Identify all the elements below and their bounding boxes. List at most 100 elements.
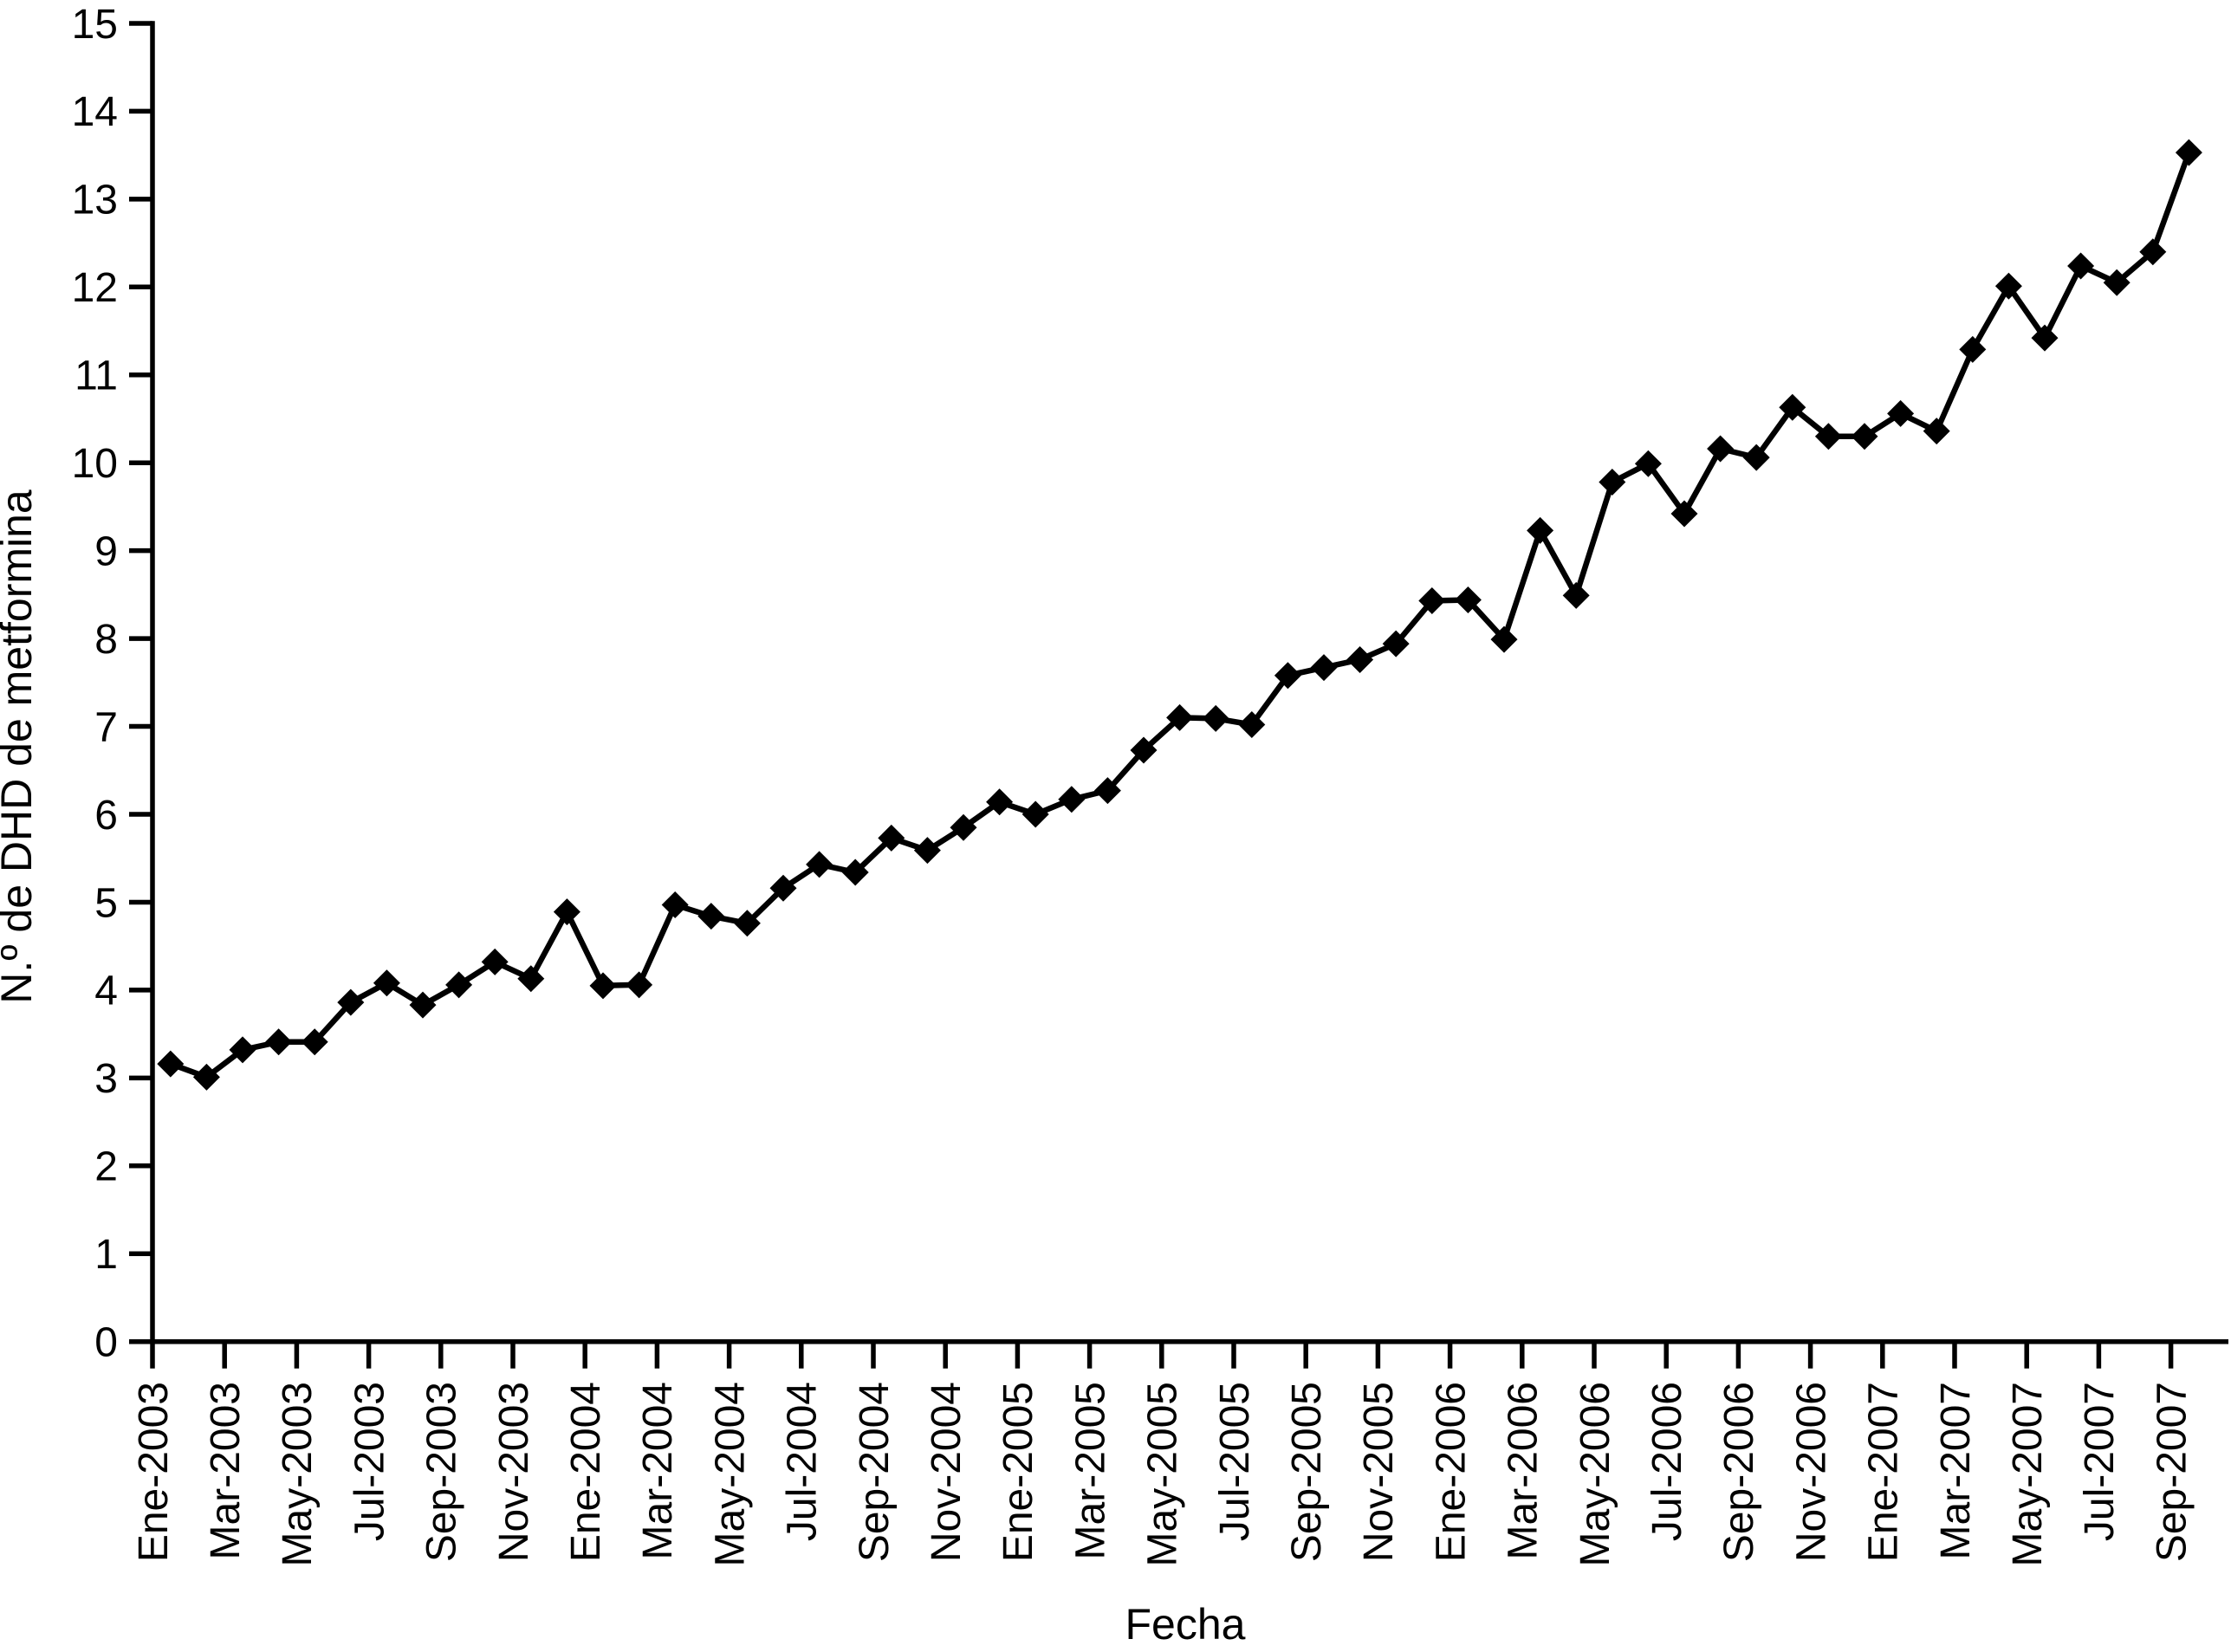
data-point-marker (1130, 736, 1158, 764)
y-tick-label: 12 (72, 265, 118, 311)
y-tick-label: 4 (94, 969, 118, 1014)
x-tick-label: Sep-2005 (1284, 1382, 1330, 1562)
data-point-marker (1670, 500, 1698, 528)
x-tick-label: Mar-2006 (1501, 1382, 1547, 1559)
data-point-marker (1562, 581, 1590, 609)
x-tick-label: Nov-2004 (924, 1382, 970, 1562)
data-point-marker (1021, 800, 1049, 828)
data-point-marker (1779, 393, 1806, 421)
x-tick-label: Jul-2007 (2077, 1382, 2123, 1541)
x-tick-label: Jul-2005 (1212, 1382, 1258, 1541)
data-point-marker (265, 1028, 293, 1056)
data-point-marker (1851, 423, 1878, 450)
data-point-marker (1166, 703, 1194, 731)
data-point-marker (1418, 586, 1446, 614)
data-point-marker (301, 1028, 328, 1056)
x-tick-label: Sep-2003 (419, 1382, 465, 1562)
data-point-marker (661, 891, 689, 918)
y-axis-title: N.º de DHD de metformina (0, 489, 41, 1004)
x-tick-label: Nov-2005 (1356, 1382, 1402, 1562)
data-point-marker (229, 1036, 256, 1064)
y-tick-label: 2 (94, 1144, 118, 1190)
data-point-marker (192, 1063, 220, 1091)
data-point-marker (697, 903, 725, 930)
x-tick-label: Sep-2006 (1716, 1382, 1762, 1562)
y-tick-label: 1 (94, 1232, 118, 1278)
data-point-marker (950, 813, 977, 841)
y-tick-label: 8 (94, 617, 118, 663)
x-tick-label: Nov-2006 (1788, 1382, 1834, 1562)
data-point-marker (2175, 139, 2202, 166)
y-tick-label: 14 (72, 89, 118, 135)
data-point-marker (1058, 786, 1086, 813)
data-point-marker (1923, 418, 1950, 445)
data-point-marker (1994, 272, 2022, 300)
x-tick-label: Sep-2004 (852, 1382, 898, 1562)
data-point-marker (2103, 269, 2130, 296)
data-point-marker (553, 898, 580, 926)
y-tick-label: 13 (72, 178, 118, 224)
x-tick-label: Sep-2007 (2149, 1382, 2195, 1562)
data-point-marker (481, 948, 509, 975)
data-point-marker (769, 874, 797, 902)
x-tick-label: Jul-2006 (1644, 1382, 1690, 1541)
x-tick-label: Ene-2004 (563, 1382, 609, 1562)
data-point-marker (806, 851, 833, 878)
x-tick-label: Ene-2003 (131, 1382, 177, 1562)
x-tick-label: Mar-2004 (635, 1382, 681, 1559)
data-point-marker (2031, 324, 2059, 352)
data-point-marker (1599, 469, 1626, 496)
data-point-marker (1382, 630, 1410, 658)
y-tick-label: 6 (94, 793, 118, 839)
data-point-marker (409, 991, 437, 1019)
data-point-marker (1490, 625, 1518, 653)
y-tick-label: 11 (75, 353, 118, 399)
data-point-marker (1310, 654, 1338, 682)
x-tick-label: May-2006 (1573, 1382, 1618, 1566)
data-point-marker (337, 988, 365, 1016)
x-tick-label: Ene-2005 (996, 1382, 1041, 1562)
data-point-marker (1238, 711, 1266, 739)
y-tick-label: 0 (94, 1320, 118, 1366)
x-tick-label: Mar-2007 (1933, 1382, 1979, 1559)
x-tick-label: Mar-2005 (1067, 1382, 1113, 1559)
x-tick-label: May-2007 (2005, 1382, 2051, 1566)
data-point-marker (1454, 586, 1482, 613)
x-tick-label: Ene-2007 (1861, 1382, 1907, 1562)
x-axis-title: Fecha (1125, 1600, 1246, 1649)
data-point-marker (1814, 423, 1842, 450)
data-point-marker (2139, 238, 2167, 266)
data-point-marker (1274, 662, 1301, 690)
y-tick-label: 5 (94, 880, 118, 926)
data-series-line (167, 149, 2192, 1080)
data-point-marker (1527, 516, 1554, 544)
data-point-marker (517, 965, 545, 993)
x-tick-label: May-2005 (1140, 1382, 1186, 1566)
data-point-marker (1707, 435, 1735, 463)
data-point-marker (1959, 335, 1987, 363)
x-tick-label: May-2003 (275, 1382, 321, 1566)
y-tick-label: 7 (94, 704, 118, 750)
x-tick-label: Jul-2003 (347, 1382, 392, 1541)
data-point-marker (913, 837, 941, 865)
data-point-marker (445, 971, 473, 999)
data-point-marker (986, 788, 1014, 816)
data-point-marker (1346, 645, 1374, 673)
data-point-marker (626, 971, 653, 999)
x-tick-label: Mar-2003 (203, 1382, 249, 1559)
y-tick-label: 3 (94, 1056, 118, 1102)
x-tick-label: Jul-2004 (780, 1382, 826, 1541)
y-tick-label: 9 (94, 528, 118, 574)
x-tick-label: Ene-2006 (1428, 1382, 1474, 1562)
y-tick-label: 15 (72, 2, 118, 48)
x-tick-label: Nov-2003 (491, 1382, 537, 1562)
data-point-marker (1742, 444, 1770, 471)
data-point-marker (1887, 399, 1915, 427)
y-tick-label: 10 (72, 441, 118, 487)
data-point-marker (841, 858, 869, 886)
x-tick-label: May-2004 (707, 1382, 753, 1566)
data-point-marker (1634, 450, 1662, 477)
